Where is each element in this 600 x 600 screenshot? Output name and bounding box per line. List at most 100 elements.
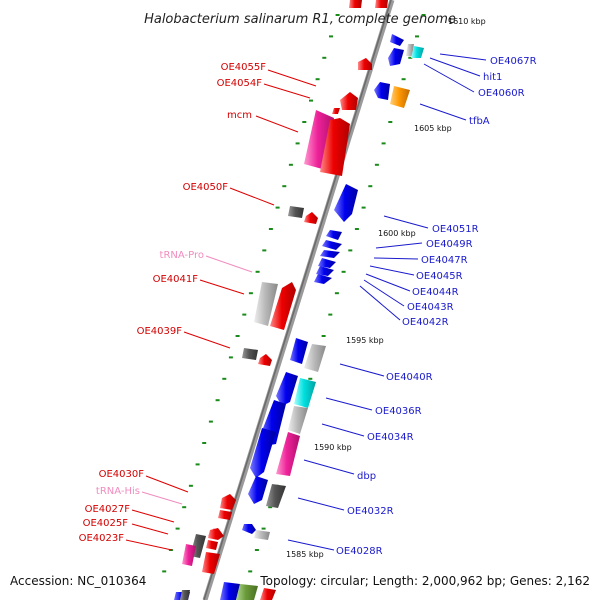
gene-label: OE4054F	[217, 78, 263, 89]
gene-feature	[375, 0, 388, 8]
gene-feature	[316, 266, 334, 276]
gene-feature	[220, 494, 236, 510]
gene-label: OE4032R	[347, 506, 394, 517]
gene-feature	[304, 344, 326, 372]
gene-feature	[254, 530, 270, 540]
gene-label: OE4023F	[79, 533, 125, 544]
scale-tick	[268, 228, 273, 230]
gene-feature	[260, 588, 276, 600]
gene-feature	[288, 406, 308, 434]
gene-label: OE4051R	[432, 224, 479, 235]
gene-feature	[390, 34, 404, 46]
scale-tick	[182, 506, 187, 509]
scale-tick	[295, 142, 300, 145]
scale-tick	[321, 335, 326, 337]
gene-feature	[332, 108, 340, 114]
gene-feature	[304, 212, 318, 224]
gene-feature	[320, 250, 340, 258]
gene-feature	[314, 274, 332, 284]
scale-tick	[162, 570, 167, 573]
gene-feature	[258, 354, 272, 366]
scale-tick	[368, 185, 373, 188]
gene-label: OE4025F	[83, 518, 129, 529]
scale-tick	[308, 377, 313, 380]
gene-feature	[266, 484, 286, 508]
gene-feature	[349, 0, 362, 8]
gene-feature	[276, 372, 298, 406]
gene-feature	[406, 44, 414, 56]
kbp-labels: 1610 kbp 1605 kbp 1600 kbp 1595 kbp 1590…	[286, 17, 486, 559]
gene-label: OE4036R	[375, 406, 422, 417]
scale-tick	[202, 442, 207, 444]
gene-feature	[388, 48, 404, 66]
accession-label: Accession: NC_010364	[10, 574, 146, 588]
scale-tick	[329, 35, 333, 38]
gene-label: OE4028R	[336, 546, 383, 557]
scale-tick	[235, 335, 240, 337]
gene-label: tRNA-His	[96, 486, 140, 497]
gene-feature	[318, 258, 336, 268]
kbp-label: 1610 kbp	[448, 17, 486, 26]
gene-feature	[242, 348, 258, 360]
gene-label: OE4040R	[386, 372, 433, 383]
gene-label: OE4030F	[99, 469, 145, 480]
scale-tick	[222, 377, 227, 380]
scale-tick	[415, 35, 419, 38]
gene-label: OE4047R	[421, 255, 468, 266]
gene-features	[174, 0, 424, 600]
kbp-label: 1600 kbp	[378, 229, 416, 238]
scale-tick	[208, 420, 213, 423]
gene-label: OE4067R	[490, 56, 537, 67]
gene-feature	[326, 230, 342, 240]
scale-tick	[354, 228, 359, 230]
scale-tick	[361, 206, 366, 209]
gene-feature	[276, 432, 300, 476]
gene-label: OE4050F	[183, 182, 229, 193]
scale-tick	[275, 206, 280, 209]
scale-tick	[242, 313, 247, 316]
gene-label: OE4039F	[137, 326, 183, 337]
gene-label: OE4060R	[478, 88, 525, 99]
genome-summary: Topology: circular; Length: 2,000,962 bp…	[259, 574, 590, 588]
gene-feature	[208, 528, 224, 540]
scale-tick	[328, 313, 333, 316]
scale-tick	[288, 163, 293, 166]
gene-label: OE4055F	[221, 62, 267, 73]
kbp-label: 1590 kbp	[314, 443, 352, 452]
gene-label: tRNA-Pro	[160, 250, 204, 261]
kbp-label: 1595 kbp	[346, 336, 384, 345]
scale-tick	[268, 506, 273, 509]
scale-tick	[335, 14, 340, 16]
gene-feature	[288, 206, 304, 218]
gene-label: hit1	[483, 72, 502, 83]
kbp-label: 1605 kbp	[414, 124, 452, 133]
gene-label: tfbA	[469, 116, 490, 127]
scale-tick	[175, 527, 180, 530]
scale-tick	[334, 292, 339, 295]
page-title: Halobacterium salinarum R1, complete gen…	[144, 12, 456, 27]
gene-feature	[340, 92, 358, 110]
scale-tick	[315, 78, 320, 81]
gene-label: OE4044R	[412, 287, 459, 298]
scale-tick	[401, 78, 406, 81]
gene-feature	[334, 184, 358, 222]
gene-feature	[180, 590, 190, 600]
scale-tick	[255, 270, 260, 273]
kbp-label: 1585 kbp	[286, 550, 324, 559]
gene-feature	[202, 552, 220, 574]
gene-feature	[248, 476, 268, 504]
scale-tick	[408, 56, 413, 59]
gene-label: OE4049R	[426, 239, 473, 250]
scale-tick	[322, 56, 327, 59]
scale-tick	[348, 249, 353, 252]
gene-feature	[294, 378, 316, 408]
scale-tick	[421, 14, 426, 16]
scale-tick	[248, 570, 253, 573]
gene-feature	[390, 86, 410, 108]
scale-tick	[261, 527, 266, 530]
gene-label: OE4034R	[367, 432, 414, 443]
scale-tick	[374, 163, 379, 166]
gene-feature	[374, 82, 390, 100]
reverse-gene-labels: OE4067R hit1 OE4060R tfbA OE4051R OE4049…	[336, 56, 537, 557]
